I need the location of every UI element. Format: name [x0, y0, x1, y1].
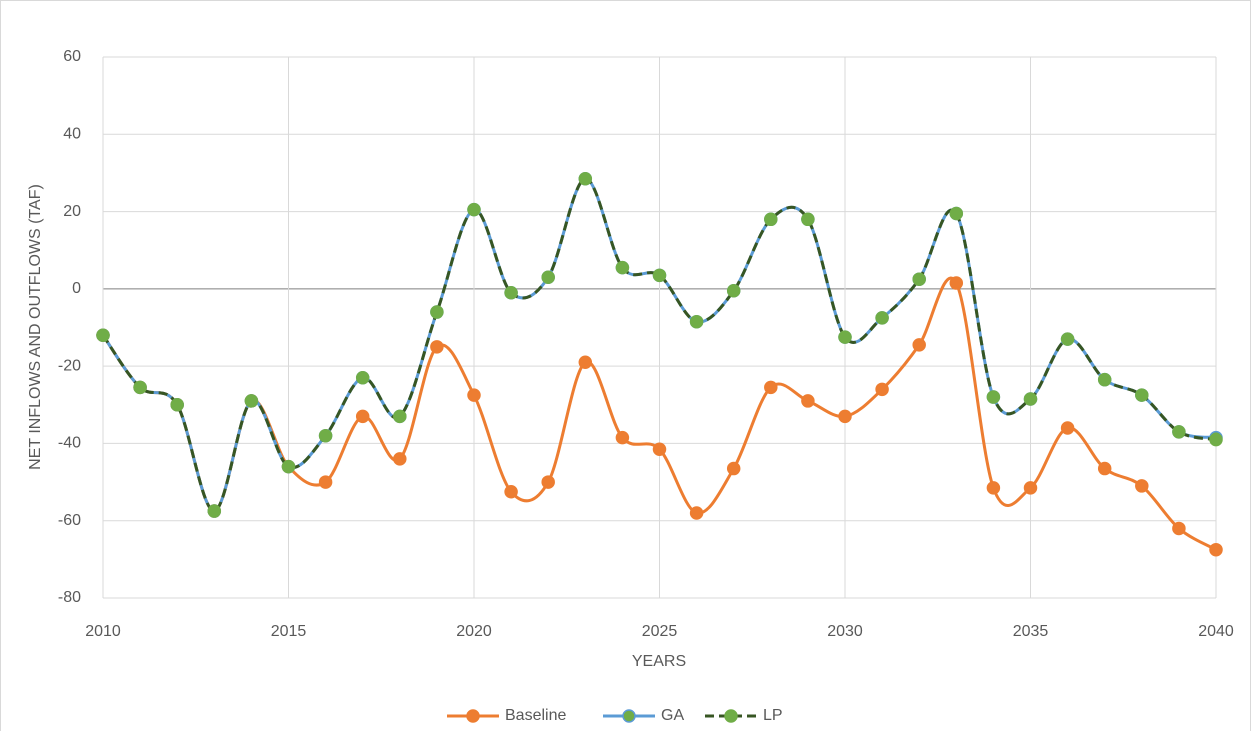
x-tick-label: 2025 [642, 623, 678, 640]
data-point [1135, 479, 1149, 493]
y-tick-label: -40 [58, 435, 81, 452]
data-point [801, 212, 815, 227]
y-tick-label: 20 [63, 203, 81, 220]
data-point [541, 475, 555, 489]
data-point [1097, 461, 1112, 476]
data-point [170, 398, 184, 412]
x-tick-label: 2020 [456, 623, 492, 640]
data-point [318, 475, 333, 489]
data-point [838, 330, 852, 344]
data-point [912, 272, 926, 286]
data-point [578, 355, 593, 370]
data-point [986, 390, 1001, 404]
series-line [101, 177, 1217, 513]
data-point [1209, 542, 1223, 557]
x-axis-label: YEARS [632, 653, 686, 670]
data-point [244, 394, 259, 408]
x-tick-label: 2035 [1013, 623, 1049, 640]
data-point [207, 504, 222, 518]
y-tick-label: -20 [58, 357, 81, 374]
legend-marker [622, 709, 636, 723]
data-point [133, 380, 147, 395]
y-tick-label: -80 [58, 589, 81, 606]
legend-label: LP [763, 707, 783, 724]
data-point [578, 171, 593, 186]
data-point [1209, 432, 1223, 447]
data-point [1097, 372, 1112, 387]
data-point [1172, 521, 1186, 536]
data-point [1060, 421, 1075, 435]
data-point [96, 328, 110, 342]
legend-label: Baseline [505, 707, 566, 724]
data-point [393, 409, 407, 424]
data-point [1023, 481, 1038, 495]
data-point [615, 260, 630, 275]
data-point [764, 212, 778, 227]
data-point [1023, 392, 1038, 406]
data-point [504, 484, 518, 499]
data-point [652, 442, 667, 456]
y-axis-label: NET INFLOWS AND OUTFLOWS (TAF) [27, 184, 44, 470]
data-point [1135, 388, 1149, 402]
x-tick-label: 2010 [85, 623, 121, 640]
data-point [355, 370, 370, 385]
legend-label: GA [661, 707, 684, 724]
data-point [801, 394, 815, 408]
x-tick-label: 2015 [271, 623, 307, 640]
data-point [281, 459, 296, 474]
data-point [1172, 425, 1186, 439]
data-point [652, 268, 667, 283]
x-tick-label: 2040 [1198, 623, 1234, 640]
data-point [689, 314, 704, 329]
data-point [764, 380, 778, 395]
data-point [467, 202, 481, 217]
data-point [949, 276, 964, 290]
data-point [875, 311, 889, 325]
data-point [355, 409, 370, 424]
data-point [318, 428, 333, 443]
data-point [615, 430, 630, 445]
data-point [726, 461, 741, 476]
data-point [726, 284, 741, 298]
data-point [1060, 332, 1075, 346]
data-point [986, 481, 1001, 495]
data-point [949, 206, 964, 221]
data-point [875, 382, 889, 397]
y-tick-label: 60 [63, 48, 81, 65]
x-tick-label: 2030 [827, 623, 863, 640]
data-point [912, 338, 926, 352]
y-tick-label: 0 [72, 280, 81, 297]
data-point [541, 270, 555, 285]
data-point [689, 506, 704, 520]
y-tick-label: -60 [58, 512, 81, 529]
data-point [838, 409, 852, 424]
data-point [430, 305, 444, 319]
data-point [467, 388, 481, 402]
y-tick-label: 40 [63, 126, 81, 143]
data-point [393, 452, 407, 466]
data-point [504, 285, 518, 300]
legend-marker [466, 709, 480, 723]
legend-marker [724, 709, 738, 723]
data-point [430, 340, 444, 354]
